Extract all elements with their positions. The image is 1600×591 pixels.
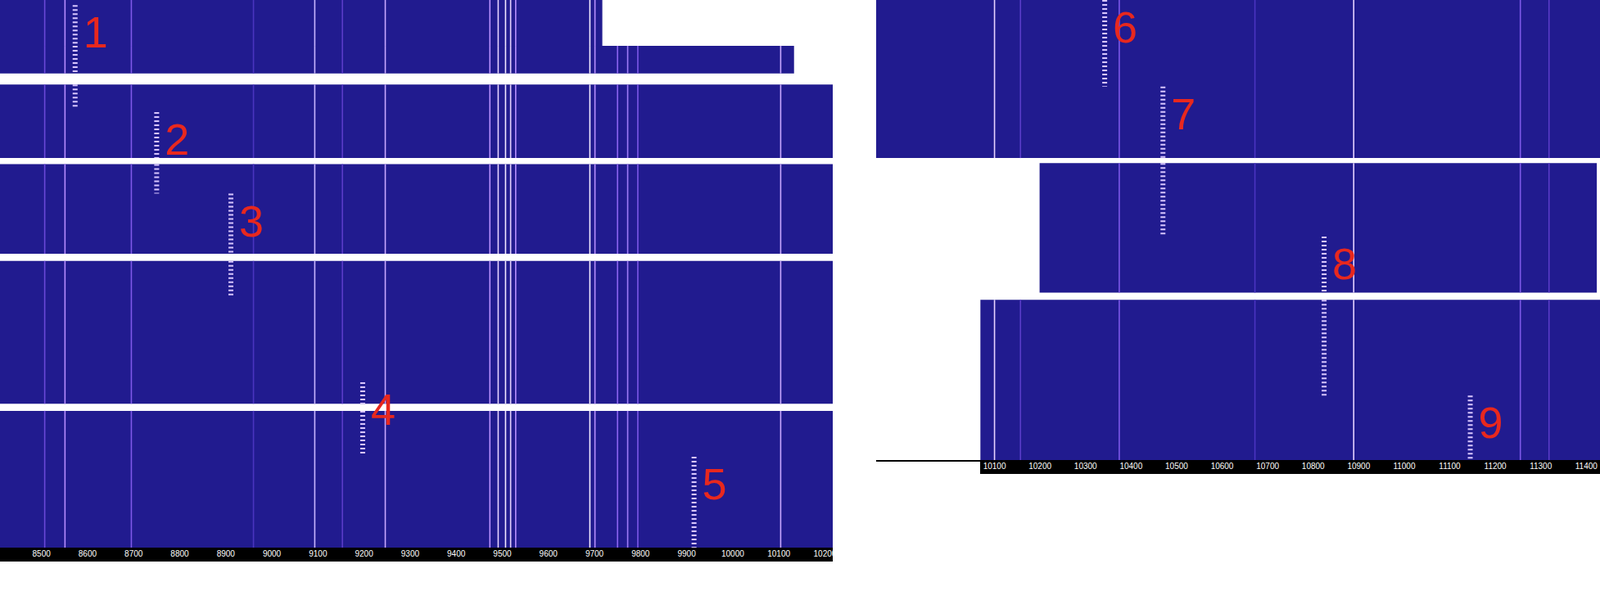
svg-text:8500: 8500 xyxy=(32,549,52,559)
svg-text:10300: 10300 xyxy=(1074,461,1098,471)
svg-text:8600: 8600 xyxy=(78,549,98,559)
svg-text:9300: 9300 xyxy=(401,549,421,559)
svg-text:9900: 9900 xyxy=(677,549,697,559)
svg-text:9400: 9400 xyxy=(447,549,466,559)
svg-text:9800: 9800 xyxy=(631,549,651,559)
svg-text:8800: 8800 xyxy=(170,549,190,559)
svg-text:10100: 10100 xyxy=(767,549,791,559)
svg-text:9100: 9100 xyxy=(308,549,328,559)
svg-text:4: 4 xyxy=(370,384,396,434)
svg-text:9000: 9000 xyxy=(262,549,282,559)
svg-text:8700: 8700 xyxy=(124,549,144,559)
svg-text:10700: 10700 xyxy=(1256,461,1280,471)
svg-text:8: 8 xyxy=(1332,239,1357,289)
svg-text:10400: 10400 xyxy=(1119,461,1143,471)
svg-text:9500: 9500 xyxy=(492,549,512,559)
svg-text:6: 6 xyxy=(1112,2,1138,52)
svg-text:7: 7 xyxy=(1170,89,1196,139)
svg-text:11300: 11300 xyxy=(1529,461,1553,471)
svg-text:2: 2 xyxy=(164,114,190,164)
svg-text:3: 3 xyxy=(239,196,264,246)
svg-text:10600: 10600 xyxy=(1211,461,1234,471)
svg-text:10900: 10900 xyxy=(1346,461,1370,471)
svg-text:11200: 11200 xyxy=(1484,461,1508,471)
svg-text:10000: 10000 xyxy=(721,549,745,559)
svg-text:10800: 10800 xyxy=(1301,461,1325,471)
svg-text:9700: 9700 xyxy=(585,549,605,559)
svg-text:10200: 10200 xyxy=(813,549,833,559)
svg-text:11400: 11400 xyxy=(1575,461,1594,471)
svg-text:10200: 10200 xyxy=(1028,461,1052,471)
svg-text:8900: 8900 xyxy=(216,549,236,559)
svg-text:11000: 11000 xyxy=(1392,461,1416,471)
svg-text:11100: 11100 xyxy=(1438,461,1461,471)
svg-text:9200: 9200 xyxy=(354,549,374,559)
svg-text:9: 9 xyxy=(1478,397,1504,448)
svg-text:1: 1 xyxy=(83,7,109,57)
svg-text:5: 5 xyxy=(702,459,728,509)
svg-text:10500: 10500 xyxy=(1165,461,1189,471)
svg-text:10100: 10100 xyxy=(983,461,1007,471)
svg-text:9600: 9600 xyxy=(539,549,559,559)
